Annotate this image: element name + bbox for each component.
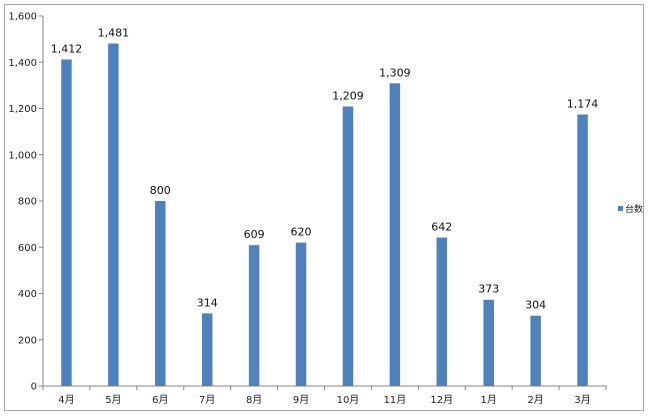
bar xyxy=(108,43,119,387)
bar xyxy=(248,245,260,386)
data-label: 314 xyxy=(197,296,218,309)
bar xyxy=(155,201,166,386)
legend-swatch xyxy=(618,206,623,211)
data-label: 373 xyxy=(478,283,499,296)
x-tick-label: 6月 xyxy=(152,394,168,406)
x-tick-label: 8月 xyxy=(246,394,262,406)
x-tick-label: 10月 xyxy=(337,394,360,406)
x-tick-label: 9月 xyxy=(293,394,309,406)
data-label: 1,481 xyxy=(98,27,130,40)
bar xyxy=(530,315,541,386)
x-tick-label: 1月 xyxy=(481,394,497,406)
bar xyxy=(61,59,72,386)
data-label: 800 xyxy=(150,184,171,197)
bar xyxy=(295,242,307,386)
bar xyxy=(577,114,588,386)
x-tick-label: 7月 xyxy=(199,394,215,406)
data-label: 1,309 xyxy=(379,66,411,79)
y-tick-label: 200 xyxy=(18,335,37,346)
x-tick-label: 4月 xyxy=(58,394,74,406)
bar xyxy=(436,237,448,386)
y-tick-label: 800 xyxy=(18,197,37,208)
data-label: 1,209 xyxy=(332,89,364,102)
data-label: 642 xyxy=(431,221,452,234)
y-tick-label: 1,600 xyxy=(8,12,37,23)
data-label: 1,174 xyxy=(567,98,599,111)
y-tick-label: 400 xyxy=(18,289,37,300)
data-label: 1,412 xyxy=(51,42,83,55)
bars xyxy=(61,43,588,387)
x-tick-label: 5月 xyxy=(105,394,121,406)
bar xyxy=(389,83,401,386)
x-tick-label: 12月 xyxy=(430,394,453,406)
bar xyxy=(483,299,494,386)
legend: 台数 xyxy=(618,203,643,215)
y-tick-label: 1,000 xyxy=(8,150,37,161)
x-tick-label: 3月 xyxy=(574,394,590,406)
data-label: 609 xyxy=(244,228,265,241)
bar xyxy=(342,106,354,386)
data-label: 620 xyxy=(291,226,312,239)
y-tick-label: 1,200 xyxy=(8,104,37,115)
bar xyxy=(201,313,213,386)
x-axis: 4月 5月 6月 7月 8月 9月 10月 11月 12月 1月 2月 3月 xyxy=(42,385,607,406)
y-tick-label: 600 xyxy=(18,243,37,254)
legend-label: 台数 xyxy=(625,203,643,215)
x-tick-label: 11月 xyxy=(384,394,407,406)
data-labels: 1,412 1,481 800 314 609 620 1,209 1,309 642 373 30… xyxy=(51,27,599,312)
x-tick-label: 2月 xyxy=(527,394,543,406)
data-label: 304 xyxy=(525,299,546,312)
y-axis: 0 200 400 600 800 1,000 1,200 1,400 1,600 xyxy=(8,12,44,393)
y-tick-label: 0 xyxy=(31,382,37,393)
y-tick-label: 1,400 xyxy=(8,58,37,69)
